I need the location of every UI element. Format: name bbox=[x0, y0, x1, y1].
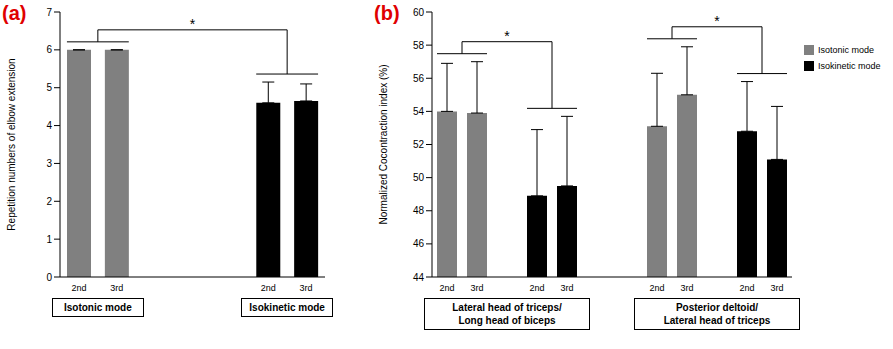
svg-text:2nd: 2nd bbox=[439, 283, 454, 293]
html-text:Isotonic mode: Isotonic mode bbox=[818, 45, 874, 55]
svg-text:44: 44 bbox=[413, 272, 425, 283]
svg-text:3rd: 3rd bbox=[110, 283, 123, 293]
svg-text:Normalized Cocontraction index: Normalized Cocontraction index (%) bbox=[378, 64, 389, 224]
svg-text:1: 1 bbox=[46, 234, 52, 245]
svg-text:3rd: 3rd bbox=[470, 283, 483, 293]
html-text:Posterior deltoid/: Posterior deltoid/ bbox=[675, 302, 759, 313]
html-text:(b): (b) bbox=[374, 2, 400, 24]
svg-text:48: 48 bbox=[413, 205, 425, 216]
html-text:(a): (a) bbox=[2, 2, 27, 24]
svg-text:2nd: 2nd bbox=[739, 283, 754, 293]
svg-text:2nd: 2nd bbox=[529, 283, 544, 293]
html-text:Isokinetic mode: Isokinetic mode bbox=[249, 302, 325, 313]
svg-text:2nd: 2nd bbox=[261, 283, 276, 293]
html-text:Isokinetic mode: Isokinetic mode bbox=[818, 61, 881, 71]
svg-text:Repetition numbers of elbow ex: Repetition numbers of elbow extension bbox=[8, 58, 17, 230]
svg-text:7: 7 bbox=[46, 7, 52, 18]
svg-text:2: 2 bbox=[46, 196, 52, 207]
svg-text:0: 0 bbox=[46, 272, 52, 283]
svg-text:3rd: 3rd bbox=[770, 283, 783, 293]
svg-text:2nd: 2nd bbox=[71, 283, 86, 293]
svg-text:3rd: 3rd bbox=[560, 283, 573, 293]
html-text:Lateral head of triceps: Lateral head of triceps bbox=[663, 315, 771, 326]
svg-text:*: * bbox=[190, 16, 196, 32]
svg-text:4: 4 bbox=[46, 120, 52, 131]
svg-text:3rd: 3rd bbox=[300, 283, 313, 293]
html-text:Isotonic mode: Isotonic mode bbox=[64, 302, 132, 313]
html-text:Long head of biceps: Long head of biceps bbox=[458, 315, 556, 326]
svg-text:*: * bbox=[714, 13, 720, 29]
html-text:Lateral head of triceps/: Lateral head of triceps/ bbox=[452, 302, 562, 313]
svg-text:50: 50 bbox=[413, 172, 425, 183]
svg-text:2nd: 2nd bbox=[649, 283, 664, 293]
svg-text:56: 56 bbox=[413, 73, 425, 84]
svg-text:3: 3 bbox=[46, 158, 52, 169]
svg-text:54: 54 bbox=[413, 106, 425, 117]
svg-text:3rd: 3rd bbox=[680, 283, 693, 293]
svg-text:46: 46 bbox=[413, 238, 425, 249]
svg-text:*: * bbox=[504, 28, 510, 44]
svg-text:58: 58 bbox=[413, 40, 425, 51]
svg-text:6: 6 bbox=[46, 44, 52, 55]
svg-text:60: 60 bbox=[413, 7, 425, 18]
svg-text:52: 52 bbox=[413, 139, 425, 150]
svg-text:5: 5 bbox=[46, 82, 52, 93]
